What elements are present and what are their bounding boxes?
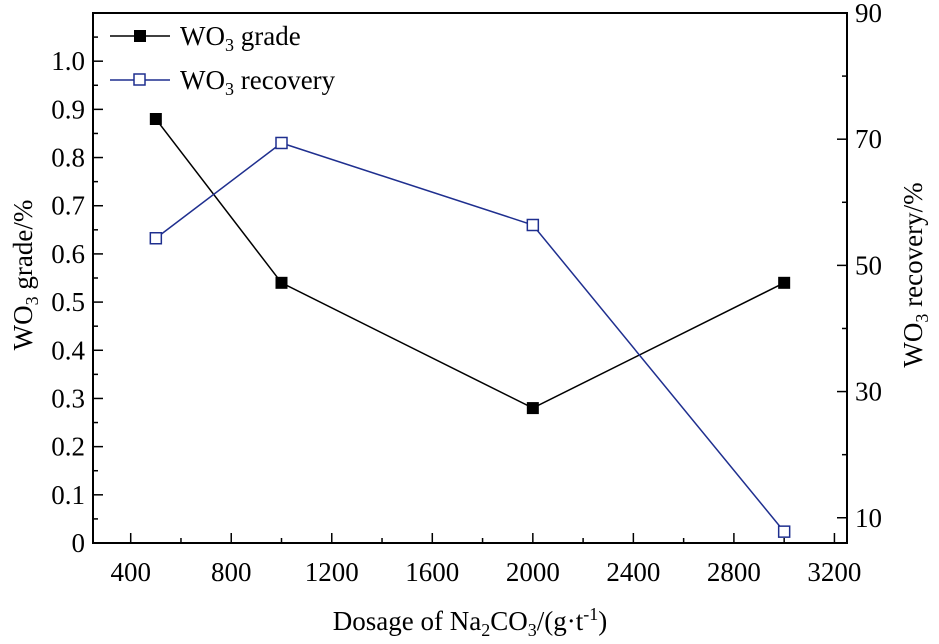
- y-right-tick-label: 30: [855, 377, 882, 407]
- y-left-tick-label: 0.3: [51, 383, 85, 413]
- y-left-tick-label: 0.5: [51, 287, 85, 317]
- data-point-recovery: [275, 136, 288, 150]
- x-tick-label: 2000: [506, 557, 560, 587]
- data-point-recovery: [777, 525, 791, 538]
- data-point-grade: [778, 276, 791, 289]
- x-tick-label: 1200: [305, 557, 359, 587]
- y-left-tick-label: 0.8: [51, 143, 85, 173]
- x-tick-label: 400: [110, 557, 151, 587]
- x-tick-label: 1600: [405, 557, 459, 587]
- data-point-grade: [149, 113, 162, 125]
- y-left-tick-label: 1.0: [51, 46, 85, 76]
- data-point-grade: [275, 276, 288, 289]
- x-tick-label: 2800: [707, 557, 761, 587]
- y-left-tick-label: 0.9: [51, 94, 85, 124]
- y-right-tick-label: 50: [855, 250, 882, 280]
- legend-label-grade: WO3 grade: [180, 21, 301, 55]
- y-right-tick-label: 10: [855, 503, 882, 533]
- legend-marker-recovery: [133, 73, 146, 86]
- y-right-tick-label: 90: [855, 0, 882, 28]
- legend: WO3 grade WO3 recovery: [110, 21, 336, 99]
- series-markers: [149, 113, 791, 538]
- series-line-recovery: [155, 142, 785, 533]
- y-left-tick-label: 0.2: [51, 432, 85, 462]
- legend-marker-grade: [134, 30, 146, 42]
- y-left-tick-label: 0.7: [51, 191, 85, 221]
- y-right-tick-label: 70: [855, 124, 882, 154]
- y-axis-right-title: WO3 recovery/%: [898, 182, 932, 367]
- series-lines: [155, 118, 785, 533]
- axis-ticks: [93, 12, 847, 544]
- x-tick-label: 2400: [606, 557, 660, 587]
- x-tick-label: 3200: [807, 557, 861, 587]
- y-left-tick-label: 0.1: [51, 480, 85, 510]
- legend-label-recovery: WO3 recovery: [180, 65, 336, 99]
- x-tick-label: 800: [211, 557, 252, 587]
- y-left-tick-label: 0.4: [51, 335, 85, 365]
- tick-labels: 400 800 1200 1600 2000 2400 2800 3200 0 0.1 0.2 0.3…: [51, 0, 882, 587]
- y-left-tick-label: 0.6: [51, 239, 85, 269]
- data-point-recovery: [526, 218, 540, 232]
- x-axis-title: Dosage of Na2CO3/(g·t-1): [333, 604, 607, 640]
- y-axis-left-title: WO3 grade/%: [8, 200, 42, 351]
- series-line-grade: [155, 118, 785, 409]
- data-point-recovery: [149, 232, 163, 245]
- y-left-tick-label: 0: [72, 528, 86, 558]
- data-point-grade: [526, 402, 539, 415]
